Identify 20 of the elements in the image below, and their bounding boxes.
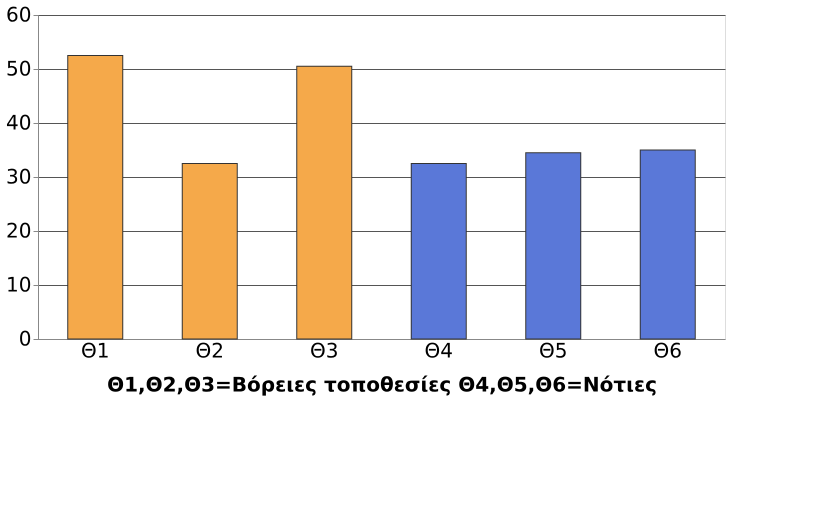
x-tick-label: Θ3: [310, 338, 338, 362]
x-tick-label: Θ1: [81, 338, 110, 362]
y-tick-label: 60: [6, 2, 32, 26]
y-tick-label: 20: [6, 218, 32, 242]
bar: [410, 163, 467, 340]
x-tick-label: Θ4: [424, 338, 453, 362]
bar: [525, 152, 582, 340]
x-tick-label: Θ6: [654, 338, 682, 362]
y-tick-label: 10: [6, 272, 32, 296]
bar: [640, 150, 696, 340]
y-tick-label: 50: [6, 56, 32, 80]
x-axis-title: Θ1,Θ2,Θ3=Βόρειες τοποθεσίες Θ4,Θ5,Θ6=Νότιες: [107, 372, 657, 396]
bar: [296, 66, 352, 340]
x-tick-label: Θ2: [196, 338, 224, 362]
y-tick-label: 40: [6, 110, 32, 134]
y-tick-label: 30: [6, 164, 32, 188]
x-tick-label: Θ5: [539, 338, 568, 362]
bar: [182, 163, 238, 340]
y-tick-label: 0: [18, 326, 32, 350]
bar: [67, 55, 124, 340]
